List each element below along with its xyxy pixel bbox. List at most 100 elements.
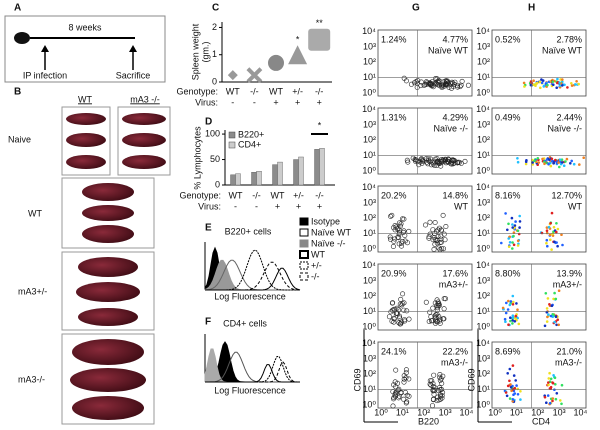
event-dot — [540, 231, 544, 235]
density-dot — [398, 296, 404, 302]
annotation: * — [296, 35, 300, 45]
column-header: WT — [78, 94, 92, 104]
event-dot — [570, 159, 573, 163]
density-dot — [432, 317, 438, 323]
event-dot — [551, 232, 554, 236]
event-dot — [545, 401, 548, 405]
y-tick-label: 10¹ — [477, 150, 490, 160]
event-dot — [561, 243, 564, 247]
row-label: Virus: — [198, 201, 221, 211]
legend-label: -/- — [311, 271, 320, 281]
density-dot — [401, 396, 407, 402]
x-tick-label: 10⁰ — [374, 407, 388, 417]
quadrant-percent: 2.44% — [556, 112, 582, 122]
density-dot — [425, 156, 431, 162]
event-dot — [516, 308, 519, 312]
y-tick-label: 10⁰ — [362, 87, 376, 97]
event-dot — [509, 386, 513, 389]
y-tick-label: 10³ — [477, 197, 490, 207]
density-dot — [430, 381, 436, 387]
legend-swatch — [299, 272, 309, 281]
density-dot — [437, 377, 443, 383]
event-dot — [529, 80, 533, 83]
density-dot — [432, 76, 438, 82]
group-label: WT — [568, 201, 582, 211]
y-axis-label: (gm.) — [200, 42, 210, 63]
density-dot — [429, 403, 435, 409]
density-dot — [437, 374, 443, 380]
panel-label: H — [528, 3, 535, 14]
event-dot — [545, 320, 549, 323]
row-label: Genotype: — [176, 86, 218, 96]
density-dot — [430, 305, 436, 311]
event-dot — [565, 157, 569, 161]
density-dot — [397, 315, 403, 321]
event-dot — [504, 391, 508, 394]
event-dot — [551, 399, 554, 403]
panel-label: B — [14, 87, 21, 98]
y-tick-label: 10² — [477, 369, 490, 379]
event-dot — [560, 383, 564, 387]
event-dot — [553, 291, 556, 295]
y-tick-label: 10⁰ — [476, 87, 490, 97]
event-dot — [512, 393, 515, 397]
x-tick-label: 10⁴ — [460, 407, 474, 417]
event-dot — [554, 397, 558, 401]
quadrant-percent: 0.52% — [495, 34, 521, 44]
density-dot — [391, 225, 397, 231]
density-dot — [435, 234, 441, 240]
event-dot — [548, 158, 551, 161]
event-dot — [539, 86, 542, 90]
legend-label: B220+ — [238, 129, 264, 139]
event-dot — [514, 317, 517, 321]
event-dot — [546, 297, 550, 300]
density-dot — [408, 81, 414, 87]
density-dot — [428, 314, 434, 320]
event-dot — [524, 162, 528, 166]
density-dot — [430, 397, 436, 403]
y-tick-label: 10⁴ — [362, 260, 376, 270]
density-dot — [418, 157, 424, 163]
event-dot — [564, 160, 567, 163]
density-dot — [432, 156, 438, 162]
y-tick-label: 10³ — [477, 41, 490, 51]
event-dot — [511, 294, 515, 298]
plot-frame — [377, 341, 473, 409]
marker — [246, 67, 263, 84]
quadrant-percent: 17.6% — [442, 268, 468, 278]
event-dot — [544, 292, 548, 295]
event-dot — [562, 164, 566, 167]
event-dot — [505, 301, 508, 305]
virus-label: + — [317, 201, 322, 211]
group-label: Naïve WT — [428, 45, 469, 55]
y-tick-label: 10¹ — [477, 72, 490, 82]
event-dot — [577, 82, 580, 86]
event-dot — [510, 216, 514, 220]
event-dot — [552, 297, 555, 301]
event-dot — [547, 225, 551, 229]
legend-label: WT — [311, 249, 325, 259]
legend-swatch — [299, 228, 309, 237]
density-dot — [389, 307, 395, 313]
panel-label: G — [412, 3, 420, 14]
group-label: mA3+/- — [553, 279, 582, 289]
event-dot — [508, 367, 512, 371]
event-dot — [507, 245, 511, 248]
density-dot — [391, 315, 397, 321]
event-dot — [518, 226, 521, 229]
event-dot — [513, 320, 517, 323]
panel-a-frame — [4, 15, 166, 83]
bar — [272, 164, 278, 186]
event-dot — [519, 390, 522, 393]
event-dot — [514, 379, 517, 382]
density-dot — [403, 370, 409, 376]
event-dot — [512, 300, 515, 304]
event-dot — [509, 319, 512, 323]
event-dot — [531, 158, 534, 162]
legend-swatch — [228, 131, 236, 139]
y-tick-label: 10⁴ — [362, 104, 376, 114]
y-tick-label: 10⁰ — [362, 321, 376, 331]
event-dot — [557, 161, 560, 164]
event-dot — [506, 228, 509, 232]
